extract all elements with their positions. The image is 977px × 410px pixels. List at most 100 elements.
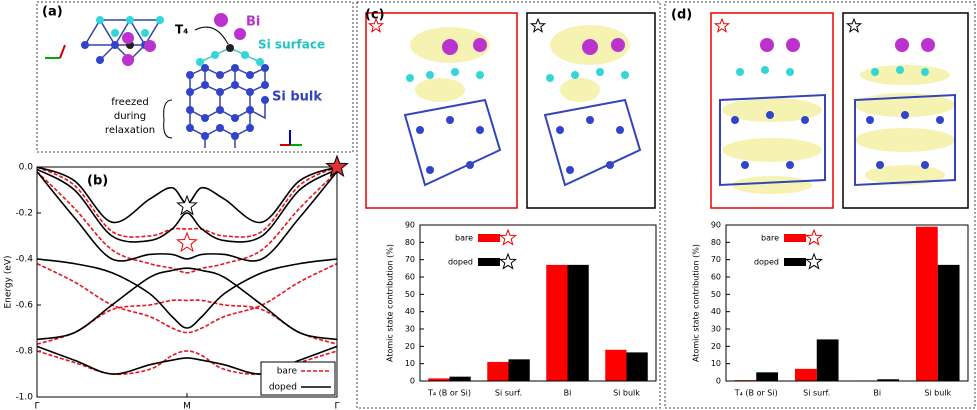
x-tick-label: T₄ (B or Si)	[427, 389, 471, 398]
panel-label: (d)	[671, 8, 692, 23]
y-tick-label: 20	[711, 342, 721, 351]
annotation: during	[114, 111, 146, 122]
x-tick-label: Bi	[873, 389, 881, 398]
star-icon	[176, 194, 198, 216]
bar	[816, 339, 839, 381]
star-icon	[325, 154, 349, 178]
bar	[794, 368, 817, 381]
legend-swatch	[784, 258, 806, 266]
legend-swatch	[478, 258, 500, 266]
bar	[915, 226, 938, 381]
x-tick-label: Γ	[334, 402, 339, 410]
star-icon	[805, 252, 823, 270]
star-icon	[499, 228, 517, 246]
y-tick-label: 40	[711, 307, 721, 316]
y-tick-label: 70	[711, 255, 721, 264]
x-tick-label: Si surf.	[495, 389, 522, 398]
band-line	[36, 171, 338, 274]
star-icon	[367, 17, 385, 33]
bar	[449, 376, 471, 381]
y-tick-label: 70	[405, 255, 415, 264]
y-tick-label: -0.8	[15, 347, 33, 357]
legend-box	[260, 361, 336, 396]
bar	[605, 349, 627, 381]
y-tick-label: 50	[711, 290, 721, 299]
y-tick-label: 40	[405, 307, 415, 316]
y-tick-label: 60	[405, 273, 415, 282]
band-line	[36, 258, 338, 329]
legend-label: doped	[269, 383, 297, 393]
band-line	[36, 166, 338, 238]
y-tick-label: 80	[405, 238, 415, 247]
x-tick-label: Bi	[564, 389, 572, 398]
y-axis-label: Atomic state contribution (%)	[386, 244, 395, 362]
y-tick-label: 80	[711, 238, 721, 247]
star-icon	[176, 231, 198, 253]
legend-label: bare	[455, 234, 473, 243]
band-line	[36, 171, 338, 262]
legend-swatch	[478, 234, 500, 242]
band-line	[36, 299, 338, 345]
star-icon	[499, 252, 517, 270]
y-tick-label: 10	[711, 359, 721, 368]
bar	[877, 379, 900, 381]
charts: -1.0 -0.8 -0.6 -0.4 -0.2 0.0 Γ M Γ (b) Energy (eV)…	[4, 8, 969, 410]
structure-a	[45, 13, 302, 148]
legend-label: doped	[448, 258, 473, 267]
y-tick-label: 50	[405, 290, 415, 299]
annotation: Si surface	[258, 38, 325, 52]
band-line	[36, 168, 338, 243]
band-line	[36, 267, 338, 341]
x-tick-label: Γ	[34, 402, 39, 410]
annotation: T₄	[175, 23, 188, 37]
bar	[508, 359, 530, 381]
star-icon	[805, 228, 823, 246]
star-icon	[845, 17, 863, 33]
bar	[567, 264, 589, 381]
bar	[546, 264, 568, 381]
annotation: Bi	[246, 15, 260, 30]
y-tick-label: 90	[711, 221, 721, 230]
legend-label: bare	[277, 367, 298, 377]
annotation: freezed	[111, 97, 148, 108]
panel-a-frame	[36, 1, 354, 153]
legend-swatch	[784, 234, 806, 242]
legend-label: bare	[761, 234, 779, 243]
y-tick-label: 0.0	[19, 163, 34, 173]
legend-label: doped	[754, 258, 779, 267]
y-tick-label: 0	[410, 377, 415, 386]
annotation: Si bulk	[272, 90, 322, 105]
bar	[626, 352, 648, 381]
x-tick-label: Si bulk	[924, 389, 951, 398]
y-tick-label: 30	[405, 325, 415, 334]
panel-c-frame	[356, 1, 661, 409]
panel-label: (c)	[365, 8, 385, 23]
plot-frame	[725, 224, 969, 382]
x-tick-label: T₄ (B or Si)	[734, 389, 778, 398]
bar	[756, 372, 779, 381]
plot-frame	[419, 224, 657, 382]
x-tick-label: M	[183, 402, 191, 410]
star-icon	[529, 17, 547, 33]
y-axis-label: Energy (eV)	[4, 255, 14, 308]
band-line	[36, 262, 338, 334]
y-tick-label: -0.2	[15, 209, 33, 219]
y-tick-label: 10	[405, 359, 415, 368]
star-icon	[713, 17, 731, 33]
y-tick-label: 20	[405, 342, 415, 351]
panel-d-frame	[664, 1, 976, 409]
bar	[428, 378, 450, 381]
bar	[937, 264, 960, 381]
x-tick-label: Si surf.	[803, 389, 830, 398]
y-tick-label: 0	[716, 377, 721, 386]
x-tick-label: Si bulk	[613, 389, 640, 398]
y-axis-label: Atomic state contribution (%)	[692, 244, 701, 362]
y-tick-label: -0.6	[15, 301, 33, 311]
plot-frame	[36, 166, 338, 398]
annotation: relaxation	[105, 125, 155, 136]
bar	[487, 361, 509, 381]
panel-label: (a)	[42, 5, 63, 20]
y-tick-label: -0.4	[15, 255, 33, 265]
y-tick-label: 60	[711, 273, 721, 282]
